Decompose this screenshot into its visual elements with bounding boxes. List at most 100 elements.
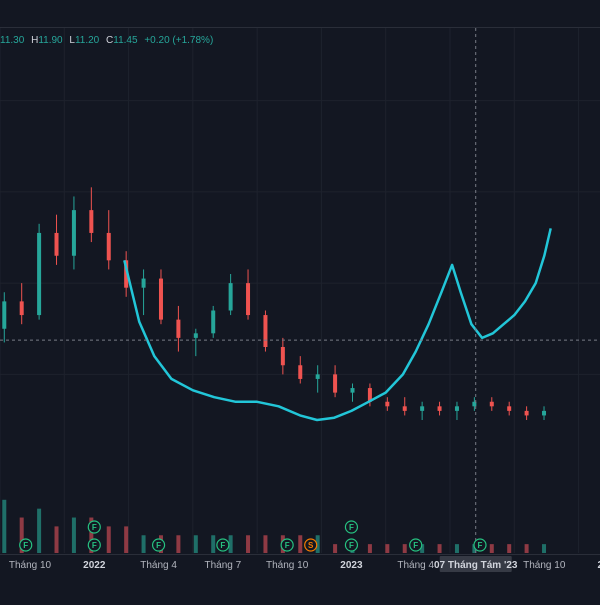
candle-body: [158, 278, 163, 320]
event-marker-label: F: [349, 541, 354, 550]
crosshair-time-label: 07 Tháng Tám '23: [434, 560, 518, 571]
close-value: 11.45: [113, 35, 138, 46]
financial-event-marker: [151, 538, 166, 552]
volume-bar: [385, 544, 390, 553]
volume-bar: [454, 544, 459, 553]
candle-body: [211, 310, 216, 334]
event-marker-label: F: [220, 541, 225, 550]
candle-body: [333, 374, 338, 393]
volume-bar: [315, 535, 320, 553]
volume-bar: [472, 544, 477, 553]
candle-body: [193, 333, 198, 338]
candle-body: [228, 283, 233, 311]
candle-body: [176, 319, 181, 338]
volume-bar: [228, 535, 233, 553]
candle-body: [542, 410, 547, 416]
time-axis-tick-label: 2024: [597, 560, 600, 571]
candle-body: [89, 210, 94, 233]
time-axis-tick-label: Tháng 10: [523, 560, 566, 571]
candle-body: [524, 410, 529, 416]
financial-event-marker: [216, 538, 230, 552]
volume-bar: [106, 526, 111, 553]
time-axis-tick-label: Tháng 7: [205, 560, 242, 571]
candle-body: [489, 401, 494, 407]
candle-body: [19, 301, 24, 316]
volume-bar: [19, 517, 24, 553]
time-axis-tick-label: Tháng 4: [140, 560, 177, 571]
time-axis-tick-label: 2022: [83, 560, 106, 571]
volume-bar: [89, 517, 94, 553]
low-value: 11.20: [74, 35, 100, 46]
high-value: 11.90: [38, 35, 63, 46]
candle-body: [280, 347, 285, 366]
change-value: +0.20 (+1.78%): [144, 35, 214, 46]
event-marker-label: S: [308, 541, 314, 550]
candle-body: [246, 283, 251, 316]
volume-bar: [71, 517, 76, 553]
crosshair-time-box: [439, 556, 512, 572]
volume-bar: [176, 535, 181, 553]
financial-event-marker: [87, 520, 101, 534]
candle-body: [263, 315, 268, 347]
candle-body: [37, 232, 42, 316]
moving-average-line: [123, 228, 552, 422]
volume-bar: [524, 544, 529, 553]
volume-bar: [507, 544, 512, 553]
volume-bar: [367, 544, 372, 553]
financial-event-marker: [409, 538, 423, 552]
open-value: 11.30: [0, 35, 25, 46]
volume-bar: [402, 544, 407, 553]
candle-body: [54, 232, 59, 256]
candle-body: [402, 406, 407, 411]
financial-event-marker: [344, 538, 359, 552]
candle-body: [298, 365, 303, 379]
volume-bar: [2, 499, 7, 553]
volume-bar: [298, 535, 303, 553]
volume-bar: [211, 535, 216, 553]
candle-body: [454, 406, 459, 411]
volume-bar: [37, 508, 42, 553]
event-marker-label: F: [413, 541, 418, 550]
time-axis-tick-label: Tháng 4: [397, 560, 434, 571]
candle-body: [385, 401, 390, 407]
volume-bar: [542, 544, 547, 553]
low-key: L: [69, 35, 75, 46]
volume-bar: [141, 535, 146, 553]
candle-body: [367, 388, 372, 402]
financial-event-marker: [473, 538, 487, 552]
candle-body: [71, 210, 76, 256]
financial-event-marker: [87, 538, 101, 552]
high-key: H: [31, 35, 39, 46]
volume-bar: [489, 544, 494, 553]
volume-bar: [420, 544, 425, 553]
financial-event-marker: [280, 538, 294, 552]
volume-bar: [333, 544, 338, 553]
candle-body: [124, 260, 129, 288]
top-toolbar: [0, 0, 600, 27]
event-marker-label: F: [92, 523, 97, 532]
volume-bar: [54, 526, 59, 553]
event-marker-label: F: [23, 541, 28, 550]
candle-body: [2, 301, 7, 329]
candle-body: [420, 406, 425, 411]
time-axis-tick-label: Tháng 10: [266, 560, 309, 571]
event-marker-label: F: [156, 541, 161, 550]
candle-body: [350, 388, 355, 393]
time-axis-tick-label: Tháng 10: [9, 560, 52, 571]
split-event-marker: [304, 538, 318, 552]
volume-bar: [124, 526, 129, 553]
time-axis-tick-label: 2023: [340, 560, 363, 571]
candle-body: [141, 278, 146, 288]
volume-bar: [246, 535, 251, 553]
event-marker-label: F: [285, 541, 290, 550]
event-marker-label: F: [349, 523, 354, 532]
financial-event-marker: [344, 520, 359, 534]
ohlc-readout: 11.30 H11.90 L11.20 C11.45 +0.20 (+1.78%…: [0, 35, 213, 46]
volume-bar: [193, 535, 198, 553]
event-marker-label: F: [478, 541, 483, 550]
candle-body: [106, 232, 111, 261]
candle-body: [507, 406, 512, 411]
